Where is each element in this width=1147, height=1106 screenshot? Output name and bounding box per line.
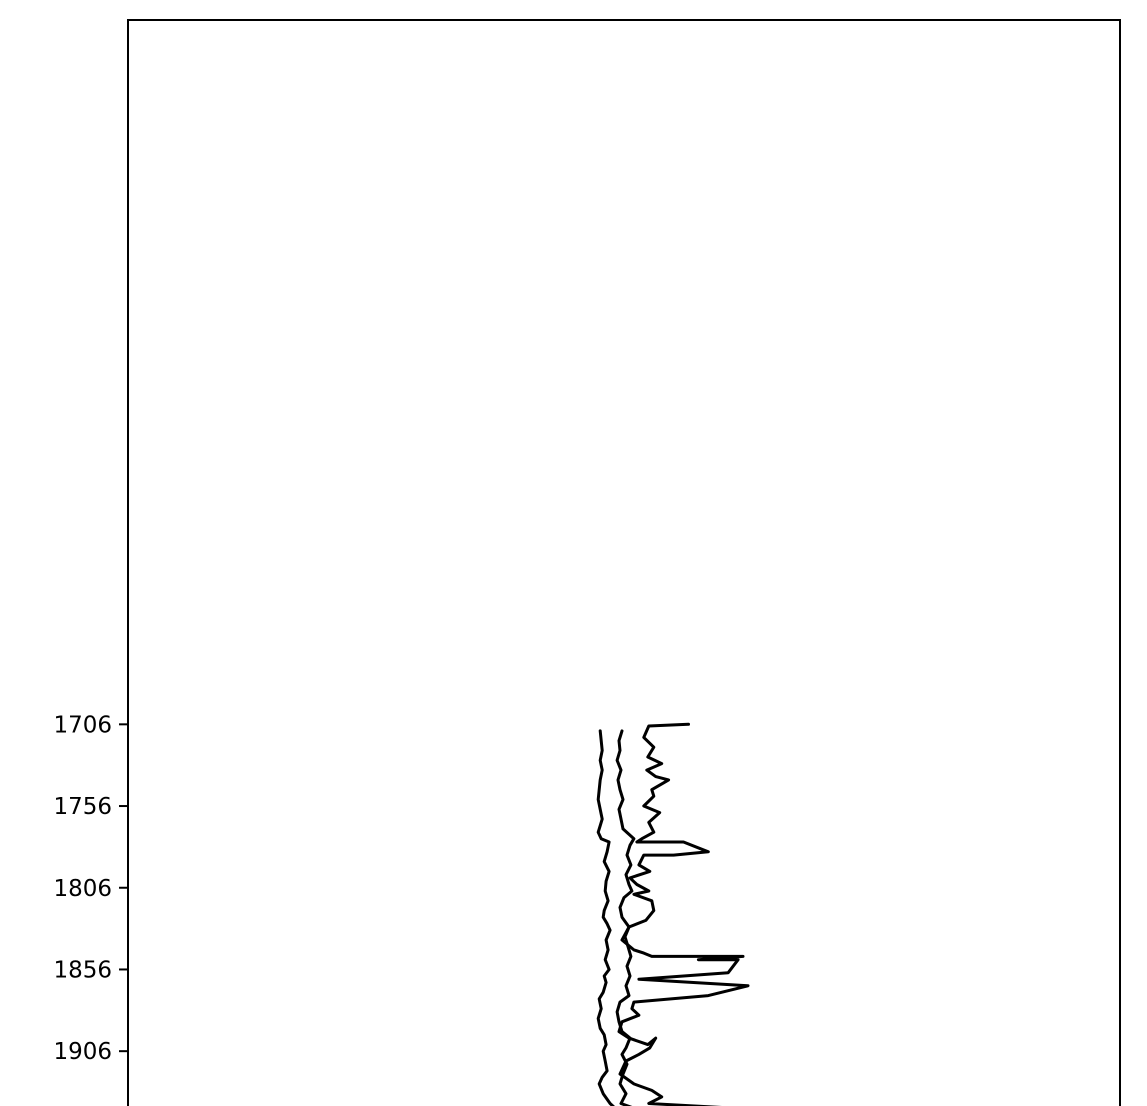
plot-lines: [596, 722, 750, 1106]
y-tick-label: 1706: [53, 712, 112, 738]
plot-frame: [127, 19, 1121, 1106]
y-tick-label: 1756: [53, 794, 112, 820]
log-curve-1: [596, 729, 615, 1106]
log-curve-3: [617, 722, 750, 1106]
y-tick-label: 1806: [53, 876, 112, 902]
log-curve-2: [615, 729, 636, 1106]
y-tick-label: 1906: [53, 1039, 112, 1065]
y-tick-label: 1856: [53, 957, 112, 983]
y-axis: 1706 1756 1806 1856 1906: [53, 712, 128, 1065]
